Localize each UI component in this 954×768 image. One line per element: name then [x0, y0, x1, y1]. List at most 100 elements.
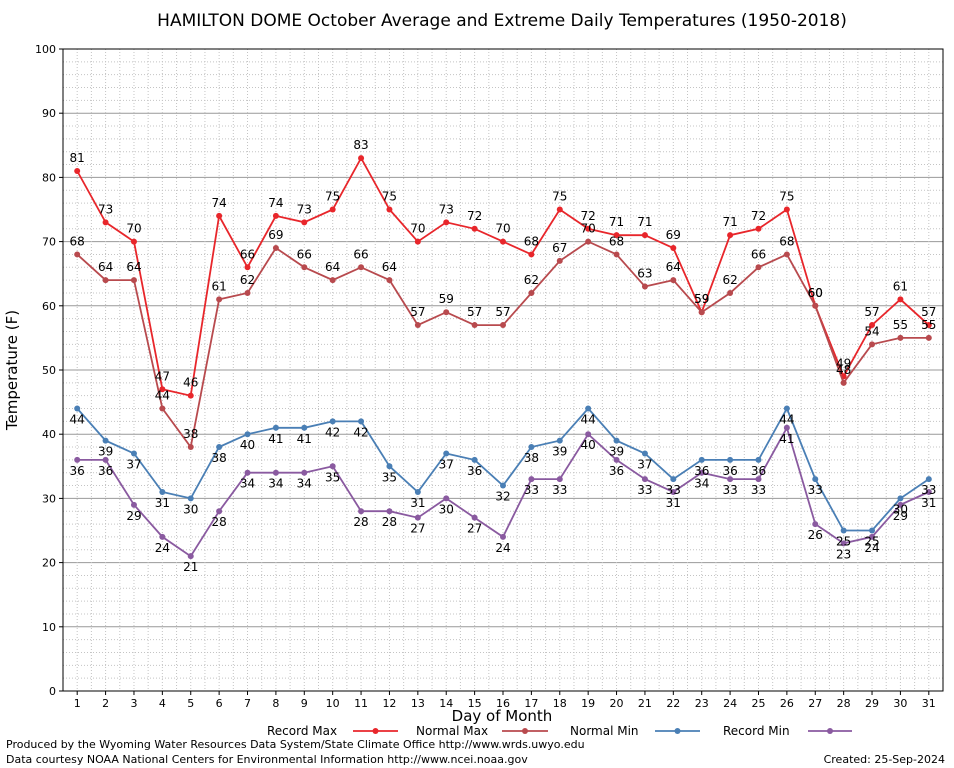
record-max-point: [641, 232, 648, 239]
normal-min-data-label: 44: [70, 413, 85, 427]
legend-marker-normal-max: [522, 728, 528, 734]
record-min-data-label: 33: [637, 483, 652, 497]
record-max-data-label: 61: [893, 279, 908, 293]
record-max-data-label: 72: [467, 209, 482, 223]
record-min-data-label: 27: [467, 522, 482, 536]
record-min-point: [585, 431, 592, 438]
record-min-point: [443, 495, 450, 502]
normal-min-data-label: 25: [864, 535, 879, 549]
normal-max-point: [74, 251, 81, 258]
record-max-data-label: 60: [808, 286, 823, 300]
record-min-point: [812, 521, 819, 528]
record-max-point: [897, 296, 904, 303]
x-tick-label: 29: [865, 697, 879, 710]
normal-max-data-label: 38: [183, 427, 198, 441]
normal-min-point: [414, 488, 421, 495]
record-min-point: [187, 553, 194, 560]
normal-min-point: [869, 527, 876, 534]
x-tick-label: 21: [638, 697, 652, 710]
record-max-point: [613, 232, 620, 239]
normal-min-data-label: 42: [325, 425, 340, 439]
normal-min-point: [187, 495, 194, 502]
record-max-point: [500, 238, 506, 245]
record-min-point: [272, 469, 279, 476]
record-min-point: [670, 488, 677, 495]
footer-data-source: Data courtesy NOAA National Centers for …: [6, 753, 528, 766]
normal-min-data-label: 36: [467, 464, 482, 478]
record-min-data-label: 41: [779, 432, 794, 446]
normal-max-data-label: 48: [836, 363, 851, 377]
record-min-point: [641, 476, 648, 483]
record-max-data-label: 72: [751, 209, 766, 223]
x-tick-label: 5: [187, 697, 194, 710]
y-tick-label: 90: [42, 107, 56, 120]
normal-min-data-label: 37: [637, 457, 652, 471]
normal-min-point: [500, 482, 506, 489]
record-min-point: [840, 540, 847, 547]
record-min-data-label: 21: [183, 560, 198, 574]
record-min-point: [528, 476, 535, 483]
normal-min-point: [329, 418, 336, 425]
legend: Record Max Normal Max Normal Min Record Min: [267, 724, 852, 738]
record-min-data-label: 36: [70, 464, 85, 478]
record-max-data-label: 47: [155, 369, 170, 383]
footer-created: Created: 25-Sep-2024: [823, 753, 945, 766]
record-max-point: [272, 212, 279, 219]
record-max-point: [869, 322, 876, 329]
record-max-point: [386, 206, 393, 213]
record-min-point: [216, 508, 223, 515]
record-max-point: [670, 245, 677, 252]
normal-max-point: [556, 257, 563, 264]
normal-max-data-label: 64: [325, 260, 340, 274]
normal-min-point: [528, 444, 535, 451]
record-min-data-label: 26: [808, 528, 823, 542]
normal-min-data-label: 37: [439, 457, 454, 471]
record-max-data-label: 81: [70, 151, 85, 165]
legend-label-record-max: Record Max: [267, 724, 337, 738]
record-min-point: [358, 508, 365, 515]
y-tick-label: 0: [49, 685, 56, 698]
record-max-point: [187, 392, 194, 399]
normal-max-data-label: 62: [524, 273, 539, 287]
record-min-point: [755, 476, 762, 483]
normal-max-data-label: 64: [666, 260, 681, 274]
record-min-data-label: 29: [893, 509, 908, 523]
record-min-point: [698, 469, 705, 476]
normal-min-point: [641, 450, 648, 457]
normal-max-point: [244, 289, 251, 296]
record-min-point: [869, 533, 876, 540]
normal-min-point: [358, 418, 365, 425]
y-tick-label: 50: [42, 364, 56, 377]
record-max-data-label: 72: [581, 209, 596, 223]
x-tick-label: 24: [723, 697, 737, 710]
record-min-point: [727, 476, 734, 483]
normal-max-data-label: 59: [694, 292, 709, 306]
record-max-point: [301, 219, 308, 226]
record-max-data-label: 83: [353, 138, 368, 152]
x-tick-label: 9: [301, 697, 308, 710]
y-tick-label: 20: [42, 557, 56, 570]
normal-min-point: [130, 450, 137, 457]
x-tick-label: 23: [695, 697, 709, 710]
normal-min-point: [443, 450, 450, 457]
record-min-point: [414, 514, 421, 521]
x-tick-label: 11: [354, 697, 368, 710]
record-min-point: [925, 488, 932, 495]
record-min-data-label: 34: [268, 477, 283, 491]
record-min-data-label: 30: [439, 502, 454, 516]
record-max-point: [585, 225, 592, 232]
normal-min-data-label: 30: [893, 502, 908, 516]
normal-min-point: [216, 444, 223, 451]
normal-max-data-label: 44: [155, 389, 170, 403]
normal-max-point: [471, 322, 478, 329]
normal-max-data-label: 66: [751, 247, 766, 261]
normal-max-point: [358, 264, 365, 271]
x-tick-label: 10: [326, 697, 340, 710]
normal-max-data-label: 57: [410, 305, 425, 319]
x-tick-label: 7: [244, 697, 251, 710]
x-tick-label: 26: [780, 697, 794, 710]
record-max-point: [414, 238, 421, 245]
record-max-point: [329, 206, 336, 213]
normal-max-data-label: 61: [211, 279, 226, 293]
